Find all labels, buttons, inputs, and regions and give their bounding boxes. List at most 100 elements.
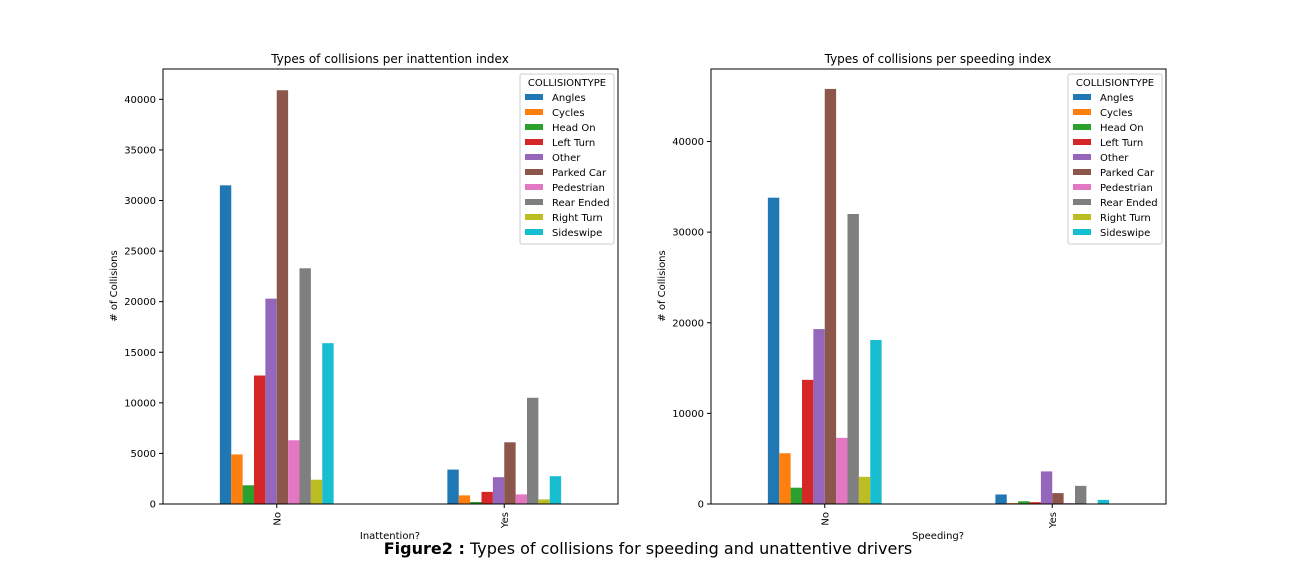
- legend-swatch: [525, 214, 543, 220]
- legend-entry: Parked Car: [1100, 168, 1155, 179]
- x-tick-label: Yes: [1048, 512, 1059, 529]
- figure-caption: Figure2 : Types of collisions for speedi…: [0, 539, 1296, 558]
- bar: [1040, 471, 1053, 504]
- y-tick-label: 20000: [124, 297, 156, 308]
- bar: [836, 437, 848, 504]
- legend-entry: Right Turn: [1100, 213, 1151, 224]
- legend: COLLISIONTYPE Angles Cycles Head On Left Tur…: [519, 73, 615, 245]
- bar: [288, 440, 300, 504]
- bar: [779, 453, 791, 504]
- legend-swatch: [1073, 139, 1091, 145]
- y-tick-label: 10000: [124, 398, 156, 409]
- bar: [242, 485, 254, 504]
- legend-swatch: [1073, 184, 1091, 190]
- legend-swatch: [525, 109, 543, 115]
- y-ticks-group: 0 10000 20000 30000 40000: [672, 137, 711, 511]
- bars-group: [767, 88, 1110, 504]
- y-tick-label: 5000: [131, 449, 156, 460]
- y-tick-label: 0: [150, 500, 156, 511]
- legend-entry: Other: [552, 153, 581, 164]
- legend-entry: Parked Car: [552, 168, 607, 179]
- legend-swatch: [1073, 199, 1091, 205]
- legend-entry: Pedestrian: [1100, 183, 1153, 194]
- legend-entry: Left Turn: [552, 138, 595, 149]
- y-tick-label: 0: [698, 500, 704, 511]
- bar: [790, 487, 802, 504]
- legend: COLLISIONTYPE Angles Cycles Head On Left Tur…: [1067, 73, 1163, 245]
- legend-entry: Right Turn: [552, 213, 603, 224]
- bar: [1029, 502, 1041, 504]
- bar: [549, 476, 562, 504]
- legend-swatch: [525, 199, 543, 205]
- y-axis-label: # of Collisions: [109, 250, 120, 321]
- legend-entry: Other: [1100, 153, 1129, 164]
- bar: [813, 329, 825, 504]
- y-tick-label: 10000: [672, 409, 704, 420]
- legend-entry: Sideswipe: [552, 228, 602, 239]
- legend-swatch: [1073, 214, 1091, 220]
- legend-swatch: [525, 124, 543, 130]
- legend-swatch: [1073, 169, 1091, 175]
- y-tick-label: 25000: [124, 247, 156, 258]
- chart-title: Types of collisions per speeding index: [824, 52, 1052, 66]
- x-ticks-group: No Yes: [272, 504, 511, 529]
- chart-inattention: Types of collisions per inattention inde…: [109, 52, 619, 542]
- legend-entry: Cycles: [552, 108, 585, 119]
- legend-entry: Pedestrian: [552, 183, 605, 194]
- bar: [219, 185, 232, 504]
- x-tick-label: No: [272, 512, 283, 526]
- bar: [824, 88, 837, 504]
- bar: [858, 476, 871, 504]
- y-tick-label: 35000: [124, 145, 156, 156]
- x-axis-label: Speeding?: [912, 531, 964, 542]
- bar: [527, 397, 539, 504]
- legend-swatch: [525, 154, 543, 160]
- y-tick-label: 40000: [672, 137, 704, 148]
- bar: [1097, 499, 1110, 504]
- legend-entry: Rear Ended: [552, 198, 610, 209]
- legend-swatch: [525, 139, 543, 145]
- legend-title: COLLISIONTYPE: [528, 78, 606, 89]
- bar: [1052, 493, 1064, 504]
- bar: [447, 469, 459, 504]
- x-tick-label: Yes: [500, 512, 511, 529]
- plot-frame: [710, 68, 1167, 505]
- plot-frame: [162, 68, 619, 505]
- bar: [254, 375, 266, 504]
- bar: [1075, 485, 1087, 504]
- legend-entry: Angles: [552, 93, 586, 104]
- caption-text: Types of collisions for speeding and una…: [469, 539, 913, 558]
- legend-entry: Left Turn: [1100, 138, 1143, 149]
- x-ticks-group: No Yes: [820, 504, 1059, 529]
- legend-swatch: [1073, 229, 1091, 235]
- bar: [299, 268, 311, 504]
- legend-entry: Head On: [1100, 123, 1144, 134]
- legend-entry: Angles: [1100, 93, 1134, 104]
- legend-swatch: [1073, 94, 1091, 100]
- legend-box: [1067, 73, 1163, 245]
- bar: [470, 501, 482, 504]
- y-tick-label: 20000: [672, 318, 704, 329]
- legend-box: [519, 73, 615, 245]
- legend-swatch: [525, 229, 543, 235]
- chart-title: Types of collisions per inattention inde…: [270, 52, 509, 66]
- bar: [504, 442, 516, 504]
- bar: [515, 494, 527, 504]
- bar: [847, 214, 859, 504]
- legend-swatch: [1073, 124, 1091, 130]
- bar: [870, 339, 882, 504]
- bar: [310, 479, 323, 504]
- y-tick-label: 30000: [672, 228, 704, 239]
- bar: [276, 90, 289, 504]
- y-ticks-group: 0 5000 10000 15000 20000 25000 30000 35000 40000: [124, 95, 163, 511]
- chart-speeding: Types of collisions per speeding index 0…: [657, 52, 1167, 542]
- y-tick-label: 30000: [124, 196, 156, 207]
- y-tick-label: 15000: [124, 348, 156, 359]
- legend-entry: Head On: [552, 123, 596, 134]
- legend-swatch: [525, 94, 543, 100]
- legend-entry: Sideswipe: [1100, 228, 1150, 239]
- legend-entry: Rear Ended: [1100, 198, 1158, 209]
- bar: [458, 495, 471, 504]
- x-axis-label: Inattention?: [360, 531, 420, 542]
